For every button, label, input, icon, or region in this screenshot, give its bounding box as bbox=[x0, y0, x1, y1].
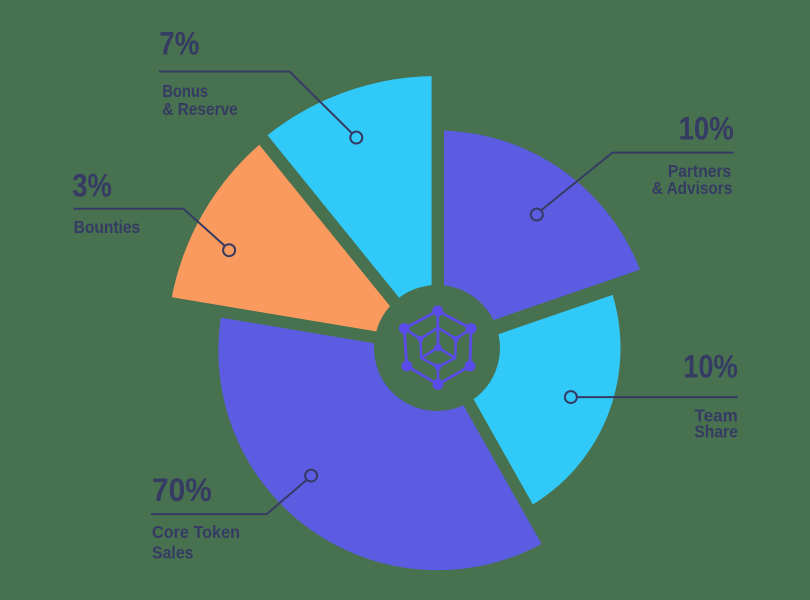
svg-text:3%: 3% bbox=[72, 167, 112, 203]
svg-text:7%: 7% bbox=[159, 25, 199, 61]
svg-text:10%: 10% bbox=[679, 111, 734, 147]
svg-text:& Reserve: & Reserve bbox=[162, 99, 238, 119]
svg-text:Partners: Partners bbox=[668, 161, 732, 181]
svg-text:70%: 70% bbox=[152, 472, 212, 508]
svg-text:Team: Team bbox=[695, 406, 738, 426]
svg-text:Sales: Sales bbox=[152, 543, 194, 563]
svg-text:Core Token: Core Token bbox=[152, 522, 240, 542]
svg-text:Bounties: Bounties bbox=[74, 217, 141, 237]
svg-text:10%: 10% bbox=[683, 349, 738, 385]
svg-text:Bonus: Bonus bbox=[162, 81, 208, 101]
svg-text:Share: Share bbox=[694, 422, 738, 442]
svg-text:& Advisors: & Advisors bbox=[652, 178, 733, 198]
